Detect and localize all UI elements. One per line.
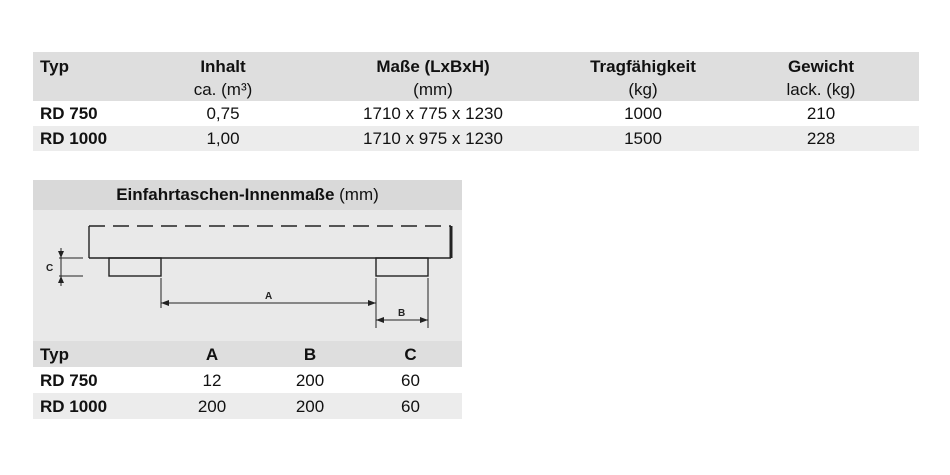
header-typ: Typ — [33, 52, 143, 79]
table-row: RD 750 12 200 60 — [33, 367, 462, 393]
fork-pocket-right — [375, 257, 429, 277]
dim-c-label: C — [46, 263, 53, 274]
cell-masse: 1710 x 975 x 1230 — [303, 126, 563, 151]
cell-gewicht: 210 — [723, 101, 919, 126]
header-b: B — [261, 341, 359, 367]
cell-a: 200 — [163, 393, 261, 419]
cell-typ: RD 750 — [33, 101, 143, 126]
dim-a-arrow-right — [368, 300, 376, 306]
cell-b: 200 — [261, 393, 359, 419]
fork-pocket-title-text: Einfahrtaschen-Innenmaße — [116, 185, 335, 204]
header-c: C — [359, 341, 462, 367]
fork-pocket-table: Typ A B C RD 750 12 200 60 RD 1000 200 2… — [33, 341, 462, 419]
cell-gewicht: 228 — [723, 126, 919, 151]
cell-inhalt: 1,00 — [143, 126, 303, 151]
spec-table: Typ Inhalt Maße (LxBxH) Tragfähigkeit Ge… — [33, 52, 919, 151]
cell-a: 12 — [163, 367, 261, 393]
table-row: RD 1000 200 200 60 — [33, 393, 462, 419]
table-row: RD 750 0,75 1710 x 775 x 1230 1000 210 — [33, 101, 919, 126]
fork-pocket-header-row: Typ A B C — [33, 341, 462, 367]
dim-a-arrow-left — [161, 300, 169, 306]
cell-tragfaehigkeit: 1000 — [563, 101, 723, 126]
dim-c-arrow-top — [58, 251, 64, 258]
cell-typ: RD 1000 — [33, 393, 163, 419]
spec-header-row: Typ Inhalt Maße (LxBxH) Tragfähigkeit Ge… — [33, 52, 919, 79]
header-inhalt: Inhalt — [143, 52, 303, 79]
dim-b-arrow-right — [420, 317, 428, 323]
dim-b-arrow-left — [376, 317, 384, 323]
dim-c-arrow-bottom — [58, 276, 64, 283]
spec-header-units-row: ca. (m³) (mm) (kg) lack. (kg) — [33, 79, 919, 101]
unit-inhalt: ca. (m³) — [143, 79, 303, 101]
cell-c: 60 — [359, 367, 462, 393]
header-typ: Typ — [33, 341, 163, 367]
fork-pocket-left — [108, 257, 162, 277]
cell-typ: RD 1000 — [33, 126, 143, 151]
fork-pocket-title-unit: (mm) — [339, 185, 379, 204]
cell-tragfaehigkeit: 1500 — [563, 126, 723, 151]
header-gewicht: Gewicht — [723, 52, 919, 79]
header-tragfaehigkeit: Tragfähigkeit — [563, 52, 723, 79]
fork-pocket-diagram: C A B — [46, 225, 453, 328]
table-row: RD 1000 1,00 1710 x 975 x 1230 1500 228 — [33, 126, 919, 151]
cell-masse: 1710 x 775 x 1230 — [303, 101, 563, 126]
header-a: A — [163, 341, 261, 367]
cell-inhalt: 0,75 — [143, 101, 303, 126]
header-masse: Maße (LxBxH) — [303, 52, 563, 79]
fork-pocket-panel: Einfahrtaschen-Innenmaße (mm) — [33, 180, 462, 341]
cell-typ: RD 750 — [33, 367, 163, 393]
unit-tragfaehigkeit: (kg) — [563, 79, 723, 101]
dim-a-label: A — [265, 291, 272, 302]
cell-c: 60 — [359, 393, 462, 419]
unit-gewicht: lack. (kg) — [723, 79, 919, 101]
unit-masse: (mm) — [303, 79, 563, 101]
dim-b-label: B — [398, 308, 405, 319]
cell-b: 200 — [261, 367, 359, 393]
fork-pocket-title: Einfahrtaschen-Innenmaße (mm) — [33, 180, 462, 210]
